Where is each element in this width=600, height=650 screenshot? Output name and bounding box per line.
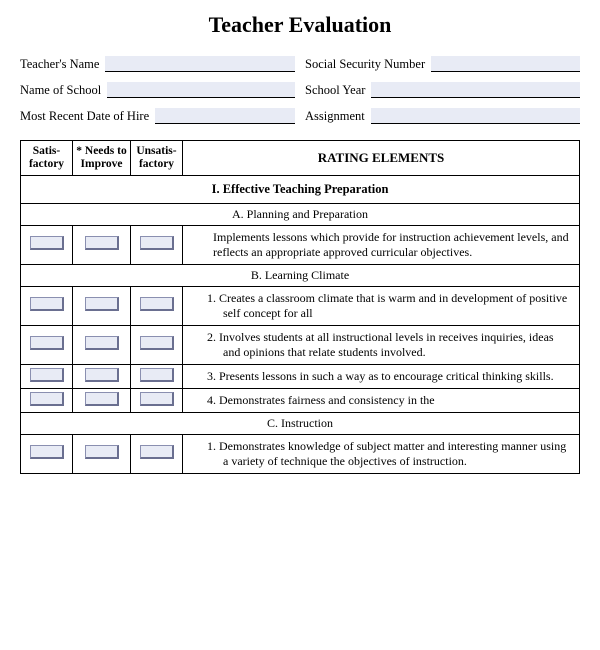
item-b4-sat[interactable]	[21, 389, 73, 413]
field-hire-date: Most Recent Date of Hire	[20, 108, 295, 124]
ssn-input[interactable]	[431, 56, 580, 72]
item-b3-unsat[interactable]	[131, 365, 183, 389]
item-a1-sat[interactable]	[21, 226, 73, 265]
teacher-name-input[interactable]	[105, 56, 295, 72]
checkbox[interactable]	[85, 392, 119, 406]
item-a1-row: Implements lessons which provide for ins…	[21, 226, 580, 265]
item-b3-text: 3. Presents lessons in such a way as to …	[183, 365, 580, 389]
checkbox[interactable]	[30, 392, 64, 406]
evaluation-table: Satis-factory * Needs toImprove Unsatis-…	[20, 140, 580, 474]
item-c1-need[interactable]	[73, 435, 131, 474]
field-assignment: Assignment	[305, 108, 580, 124]
item-b2-sat[interactable]	[21, 326, 73, 365]
checkbox[interactable]	[85, 297, 119, 311]
item-b3-sat[interactable]	[21, 365, 73, 389]
item-a1-text: Implements lessons which provide for ins…	[183, 226, 580, 265]
teacher-name-label: Teacher's Name	[20, 57, 99, 72]
item-b3-need[interactable]	[73, 365, 131, 389]
assignment-input[interactable]	[371, 108, 580, 124]
checkbox[interactable]	[30, 336, 64, 350]
hire-date-label: Most Recent Date of Hire	[20, 109, 149, 124]
item-b1-need[interactable]	[73, 287, 131, 326]
col-unsatisfactory: Unsatis-factory	[131, 141, 183, 176]
field-ssn: Social Security Number	[305, 56, 580, 72]
sub-a-row: A. Planning and Preparation	[21, 204, 580, 226]
field-teacher-name: Teacher's Name	[20, 56, 295, 72]
sub-b-title: B. Learning Climate	[21, 265, 580, 287]
table-header-row: Satis-factory * Needs toImprove Unsatis-…	[21, 141, 580, 176]
field-school-name: Name of School	[20, 82, 295, 98]
section-1-title: I. Effective Teaching Preparation	[21, 176, 580, 204]
item-b3-row: 3. Presents lessons in such a way as to …	[21, 365, 580, 389]
hire-date-input[interactable]	[155, 108, 295, 124]
item-b4-row: 4. Demonstrates fairness and consistency…	[21, 389, 580, 413]
sub-b-row: B. Learning Climate	[21, 265, 580, 287]
item-b4-text: 4. Demonstrates fairness and consistency…	[183, 389, 580, 413]
school-year-label: School Year	[305, 83, 365, 98]
school-year-input[interactable]	[371, 82, 580, 98]
col-rating-elements: RATING ELEMENTS	[183, 141, 580, 176]
col-needs-improve: * Needs toImprove	[73, 141, 131, 176]
field-school-year: School Year	[305, 82, 580, 98]
col-satisfactory: Satis-factory	[21, 141, 73, 176]
checkbox[interactable]	[85, 336, 119, 350]
checkbox[interactable]	[30, 445, 64, 459]
item-b4-need[interactable]	[73, 389, 131, 413]
checkbox[interactable]	[140, 392, 174, 406]
item-b2-text: 2. Involves students at all instructiona…	[183, 326, 580, 365]
page-title: Teacher Evaluation	[20, 12, 580, 38]
checkbox[interactable]	[30, 368, 64, 382]
checkbox[interactable]	[30, 297, 64, 311]
item-c1-row: 1. Demonstrates knowledge of subject mat…	[21, 435, 580, 474]
item-b2-row: 2. Involves students at all instructiona…	[21, 326, 580, 365]
checkbox[interactable]	[85, 445, 119, 459]
school-name-input[interactable]	[107, 82, 295, 98]
checkbox[interactable]	[140, 445, 174, 459]
school-name-label: Name of School	[20, 83, 101, 98]
checkbox[interactable]	[140, 236, 174, 250]
item-b2-need[interactable]	[73, 326, 131, 365]
item-c1-unsat[interactable]	[131, 435, 183, 474]
item-a1-need[interactable]	[73, 226, 131, 265]
sub-a-title: A. Planning and Preparation	[21, 204, 580, 226]
checkbox[interactable]	[140, 297, 174, 311]
checkbox[interactable]	[85, 368, 119, 382]
checkbox[interactable]	[30, 236, 64, 250]
item-c1-text: 1. Demonstrates knowledge of subject mat…	[183, 435, 580, 474]
checkbox[interactable]	[85, 236, 119, 250]
sub-c-row: C. Instruction	[21, 413, 580, 435]
item-b1-row: 1. Creates a classroom climate that is w…	[21, 287, 580, 326]
item-b1-sat[interactable]	[21, 287, 73, 326]
sub-c-title: C. Instruction	[21, 413, 580, 435]
item-a1-unsat[interactable]	[131, 226, 183, 265]
item-c1-sat[interactable]	[21, 435, 73, 474]
item-b4-unsat[interactable]	[131, 389, 183, 413]
assignment-label: Assignment	[305, 109, 365, 124]
item-b1-unsat[interactable]	[131, 287, 183, 326]
item-b1-text: 1. Creates a classroom climate that is w…	[183, 287, 580, 326]
checkbox[interactable]	[140, 336, 174, 350]
ssn-label: Social Security Number	[305, 57, 425, 72]
checkbox[interactable]	[140, 368, 174, 382]
item-b2-unsat[interactable]	[131, 326, 183, 365]
form-fields: Teacher's Name Social Security Number Na…	[20, 56, 580, 124]
section-1-title-row: I. Effective Teaching Preparation	[21, 176, 580, 204]
